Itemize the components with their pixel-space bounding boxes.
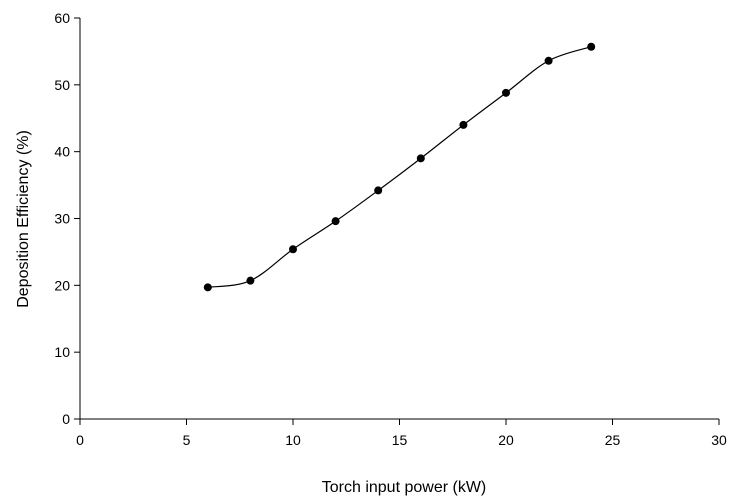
data-point	[331, 217, 340, 226]
data-point	[289, 245, 297, 254]
y-tick-label: 40	[54, 144, 70, 160]
x-tick-label: 25	[605, 432, 621, 448]
data-point	[459, 120, 468, 129]
data-point	[587, 42, 596, 51]
y-axis-title: Deposition Efficiency (%)	[15, 130, 32, 308]
x-tick-label: 0	[76, 432, 84, 448]
data-point	[544, 56, 553, 65]
data-point	[203, 283, 212, 292]
x-tick-label: 20	[498, 432, 514, 448]
data-point	[502, 88, 510, 97]
series-layer	[203, 42, 596, 292]
ticks: 0 5 10 15 20 25 30 0 10 20 30 40 50 60	[54, 10, 727, 448]
x-tick-label: 10	[285, 432, 301, 448]
y-tick-label: 30	[54, 211, 70, 227]
axes	[79, 18, 719, 420]
x-tick-label: 15	[392, 432, 408, 448]
y-tick-label: 50	[54, 77, 70, 93]
data-point	[374, 186, 383, 195]
x-tick-label: 30	[711, 432, 727, 448]
data-point	[416, 154, 425, 163]
y-tick-label: 0	[62, 411, 70, 427]
y-tick-label: 60	[54, 10, 70, 26]
series-line	[207, 46, 592, 288]
x-tick-label: 5	[183, 432, 191, 448]
y-tick-label: 10	[54, 344, 70, 360]
data-point	[246, 276, 255, 285]
x-axis-title: Torch input power (kW)	[322, 479, 487, 496]
y-tick-label: 20	[54, 277, 70, 293]
